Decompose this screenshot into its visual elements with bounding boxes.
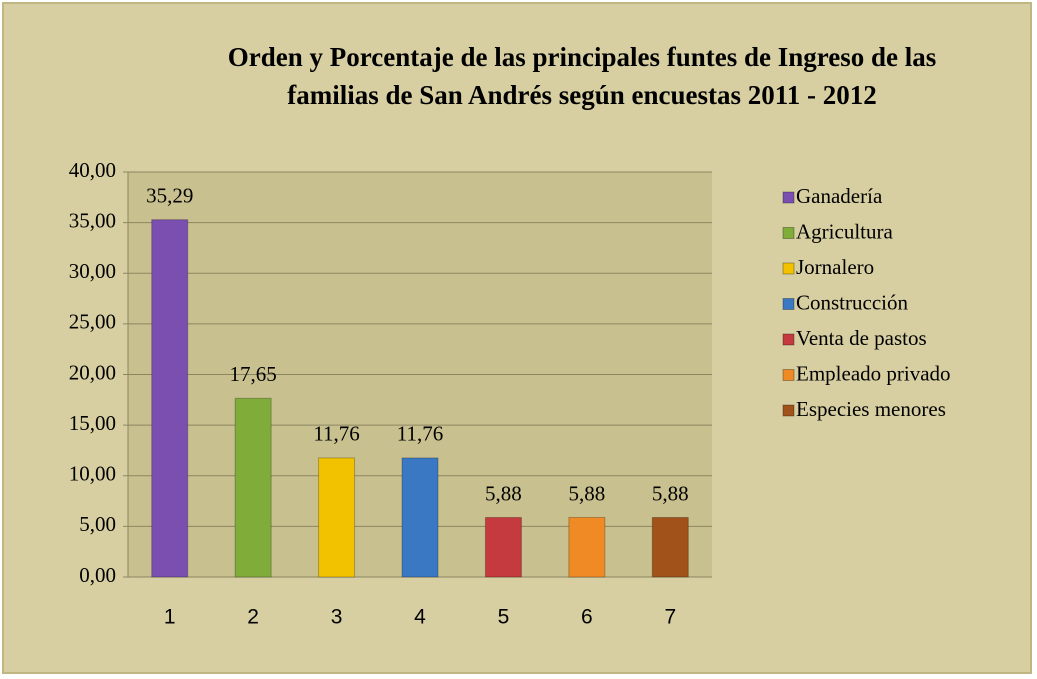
data-label: 5,88 (652, 481, 689, 505)
x-tick-label: 1 (164, 606, 176, 629)
y-tick-label: 25,00 (69, 310, 116, 334)
legend-swatch (782, 298, 795, 310)
legend-swatch (782, 191, 795, 204)
data-label: 11,76 (313, 422, 359, 446)
data-label: 5,88 (485, 481, 522, 505)
bar (401, 457, 439, 578)
x-tick-label: 7 (664, 606, 676, 629)
bar (151, 219, 189, 578)
y-tick-label: 30,00 (69, 259, 116, 283)
y-tick-label: 0,00 (79, 563, 116, 587)
y-tick-label: 20,00 (69, 360, 116, 384)
legend-label: Empleado privado (796, 361, 951, 385)
x-tick-label: 3 (331, 606, 343, 629)
y-tick-label: 10,00 (69, 462, 116, 486)
legend-swatch (782, 227, 795, 239)
data-label: 35,29 (146, 184, 193, 208)
bar (568, 516, 606, 578)
legend-swatch (782, 369, 795, 381)
data-label: 5,88 (568, 481, 605, 505)
bar (234, 397, 272, 578)
legend-label: Ganadería (796, 184, 883, 208)
x-tick-label: 6 (581, 606, 593, 629)
y-tick-label: 35,00 (69, 208, 116, 232)
y-tick-label: 5,00 (79, 512, 116, 536)
legend-label: Agricultura (796, 219, 893, 243)
x-tick-label: 5 (498, 606, 510, 629)
legend-swatch (782, 262, 795, 275)
data-label: 11,76 (397, 422, 443, 446)
x-tick-label: 4 (414, 606, 426, 629)
legend-label: Venta de pastos (796, 326, 927, 350)
data-label: 17,65 (230, 362, 277, 386)
y-tick-label: 40,00 (69, 158, 116, 182)
legend-swatch (782, 333, 795, 346)
legend-swatch (782, 404, 795, 417)
legend-label: Jornalero (796, 255, 874, 279)
y-tick-label: 15,00 (69, 411, 116, 435)
legend-label: Especies menores (796, 397, 946, 421)
bar (318, 457, 356, 578)
bar (484, 516, 522, 578)
legend-label: Construcción (796, 290, 908, 314)
bar (651, 516, 689, 578)
chart-title: Orden y Porcentaje de las principales fu… (228, 42, 937, 110)
x-tick-label: 2 (247, 606, 259, 629)
